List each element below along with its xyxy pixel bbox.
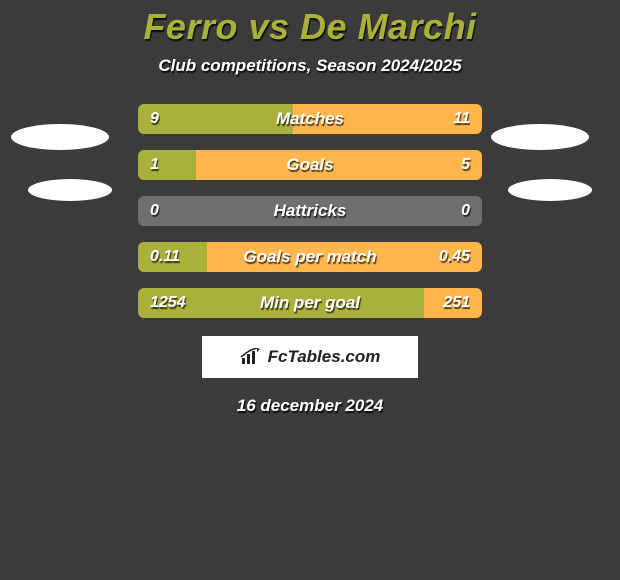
stat-row: Goals15 bbox=[138, 150, 482, 180]
bar-left bbox=[138, 150, 196, 180]
stat-row: Hattricks00 bbox=[138, 196, 482, 226]
bar-right bbox=[424, 288, 482, 318]
brand-box: FcTables.com bbox=[202, 336, 418, 378]
stat-row: Goals per match0.110.45 bbox=[138, 242, 482, 272]
stat-row: Min per goal1254251 bbox=[138, 288, 482, 318]
bar-right bbox=[196, 150, 482, 180]
bar-neutral bbox=[138, 196, 482, 226]
chart-icon bbox=[240, 348, 262, 366]
team-badge bbox=[491, 124, 589, 150]
team-badge bbox=[28, 179, 112, 201]
brand-text: FcTables.com bbox=[268, 347, 381, 367]
bar-left bbox=[138, 104, 293, 134]
stats-panel: Matches911 Goals15 Hattricks00 Goals per ma… bbox=[138, 104, 482, 318]
team-badge bbox=[11, 124, 109, 150]
date-text: 16 december 2024 bbox=[0, 396, 620, 416]
team-badge bbox=[508, 179, 592, 201]
page-title: Ferro vs De Marchi bbox=[0, 0, 620, 48]
bar-left bbox=[138, 288, 424, 318]
stat-row: Matches911 bbox=[138, 104, 482, 134]
bar-right bbox=[207, 242, 482, 272]
subtitle: Club competitions, Season 2024/2025 bbox=[0, 56, 620, 76]
bar-left bbox=[138, 242, 207, 272]
bar-right bbox=[293, 104, 482, 134]
